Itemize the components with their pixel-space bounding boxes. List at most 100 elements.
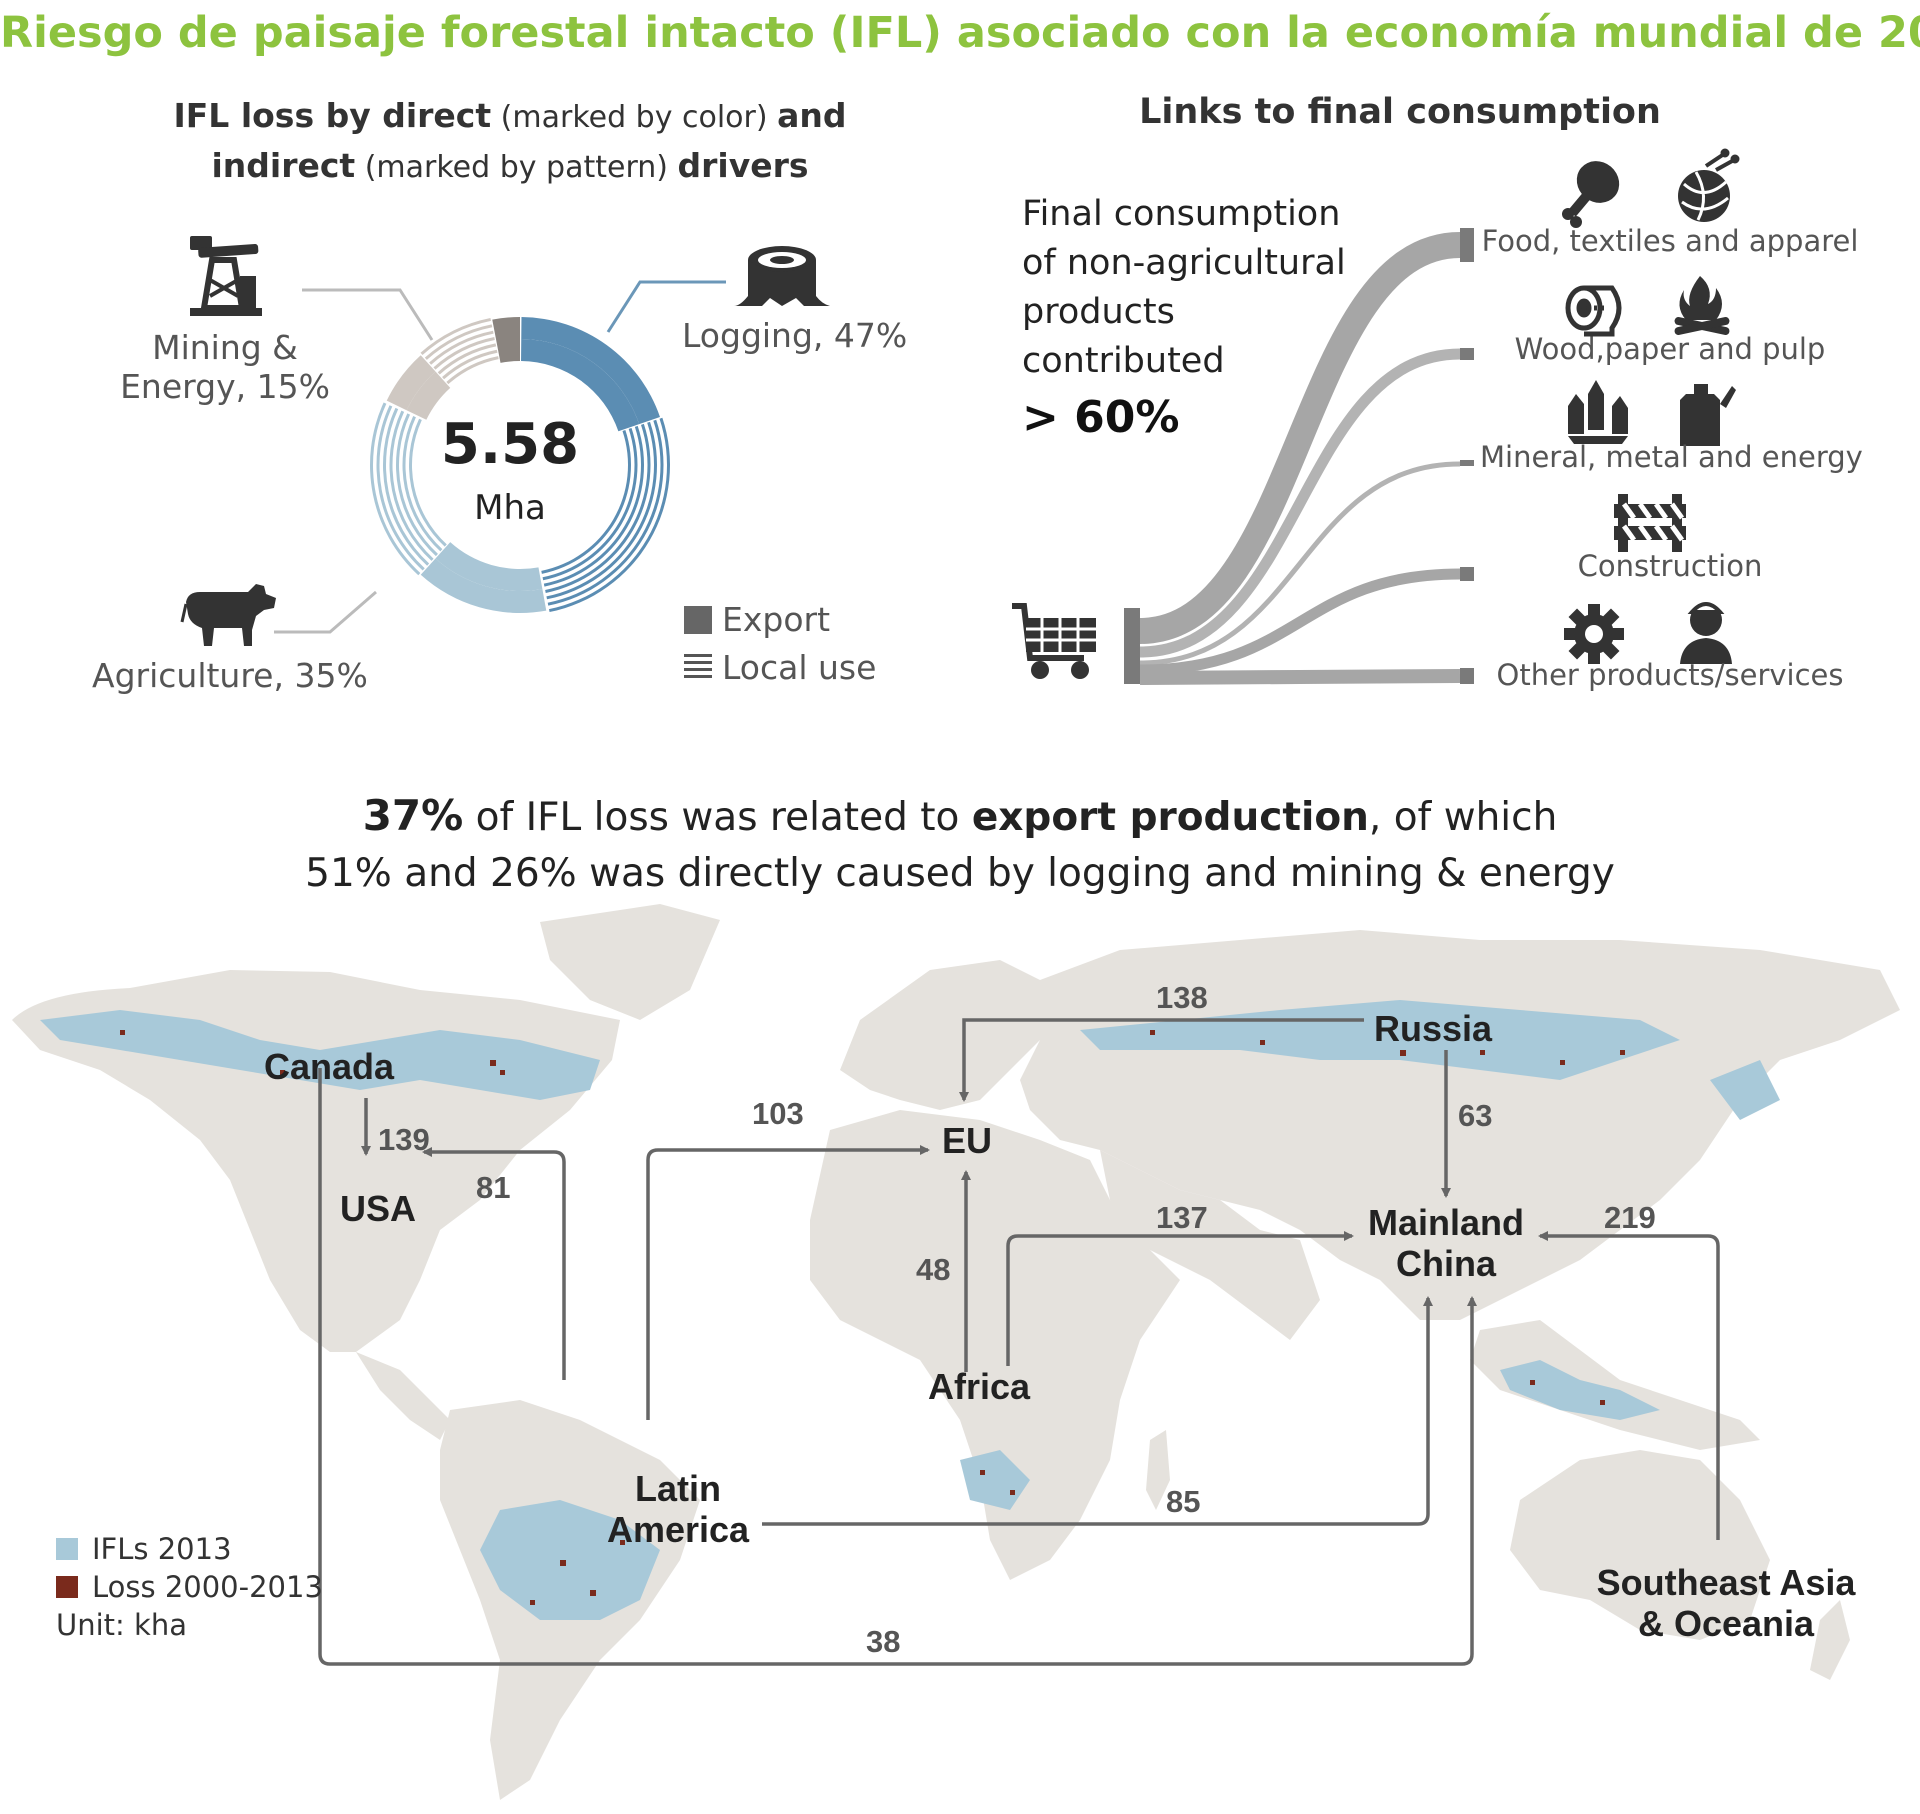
fc-line-1: Final consumption <box>1022 194 1341 234</box>
loss-areas <box>120 1030 1625 1605</box>
target-bar-food <box>1460 228 1474 262</box>
heading-light-2: (marked by pattern) <box>355 150 678 185</box>
arrow-canada-china <box>318 1068 1477 1666</box>
fuel-can-icon <box>1680 384 1736 446</box>
mining-label-line-2: Energy, 15% <box>120 367 330 406</box>
ifl-areas <box>40 1000 1780 1620</box>
slice-mining-energy-export-outer <box>386 355 436 411</box>
category-wood: Wood,paper and pulp <box>1514 332 1826 366</box>
agriculture-label: Agriculture, 35% <box>92 656 368 695</box>
final-consumption-text: Final consumption of non-agricultural pr… <box>1022 190 1362 386</box>
legend-local-use: Local use <box>684 648 876 687</box>
heading-bold-2: and <box>777 96 847 135</box>
fc-line-3: products <box>1022 292 1175 332</box>
arrow-latam-china <box>762 1296 1433 1526</box>
fc-line-4: contributed <box>1022 341 1225 381</box>
slice-mining-energy-local-ring <box>429 330 494 365</box>
flow-wood <box>1139 348 1461 658</box>
legend-export: Export <box>684 600 830 639</box>
mining-leader-line <box>302 288 434 341</box>
heading-bold-4: drivers <box>677 146 809 185</box>
loss-swatch <box>56 1576 78 1598</box>
crystal-icon <box>1568 380 1628 444</box>
heading-light-1: (marked by color) <box>491 100 778 135</box>
slice-mining-energy-local-ring <box>437 343 497 375</box>
sankey-links <box>1012 148 1740 685</box>
slice-mining-energy-local-ring <box>442 349 498 380</box>
tree-stump-icon <box>734 246 830 306</box>
shopping-cart-icon <box>1012 603 1096 679</box>
drumstick-icon <box>1562 161 1620 228</box>
slice-logging-export-outer <box>521 317 660 425</box>
region-latam-line-1: Latin <box>635 1468 721 1509</box>
flow-value-latam-china: 85 <box>1166 1484 1201 1519</box>
mining-label: Mining & Energy, 15% <box>120 328 330 406</box>
region-eu: EU <box>942 1120 993 1161</box>
heading-bold-1: IFL loss by direct <box>173 96 492 135</box>
campfire-icon <box>1674 276 1730 335</box>
region-china-line-1: Mainland <box>1367 1202 1524 1243</box>
barrier-icon <box>1614 494 1686 552</box>
arrow-latam-usa <box>422 1147 566 1380</box>
fc-line-2: of non-agricultural <box>1022 243 1346 283</box>
worker-icon <box>1680 602 1732 664</box>
mining-label-line-1: Mining & <box>152 328 298 367</box>
oil-pump-icon <box>190 236 262 316</box>
logging-leader-line <box>606 280 726 333</box>
flow-value-africa-china: 137 <box>1156 1200 1208 1235</box>
final-consumption-percent: > 60% <box>1022 392 1180 443</box>
gear-icon <box>1564 604 1624 664</box>
arrow-russia-eu <box>959 1018 1364 1102</box>
arrow-latam-eu <box>646 1145 930 1420</box>
export-swatch <box>684 605 712 634</box>
flow-value-latam-eu: 103 <box>752 1096 804 1131</box>
legend-loss-label: Loss 2000-2013 <box>92 1570 323 1604</box>
target-bar-construction <box>1460 567 1474 581</box>
category-food: Food, textiles and apparel <box>1481 224 1859 258</box>
arrow-sea-china <box>1538 1231 1720 1540</box>
slice-mining-energy-local-ring <box>420 317 492 355</box>
cow-icon <box>180 584 276 646</box>
export-headline: 37% of IFL loss was related to export pr… <box>0 788 1920 902</box>
category-construction: Construction <box>1577 549 1763 583</box>
flow-value-africa-eu: 48 <box>916 1252 951 1287</box>
region-china-line-2: China <box>1395 1243 1496 1284</box>
region-usa: USA <box>340 1188 417 1229</box>
category-other: Other products/services <box>1496 658 1844 692</box>
flow-construction <box>1139 568 1461 676</box>
slice-remainder <box>492 317 520 363</box>
flow-value-latam-usa: 81 <box>476 1170 511 1205</box>
source-bar <box>1124 608 1140 684</box>
flow-value-russia-eu: 138 <box>1156 980 1208 1015</box>
target-bar-wood <box>1460 348 1474 360</box>
region-canada: Canada <box>264 1046 395 1087</box>
region-sea-line-1: Southeast Asia <box>1596 1562 1856 1603</box>
slice-mining-energy-local-ring <box>424 324 493 360</box>
region-africa: Africa <box>928 1366 1031 1407</box>
slice-logging-export <box>521 339 640 432</box>
local-use-swatch <box>684 653 712 682</box>
slice-mining-energy-export <box>406 371 451 420</box>
region-china: Mainland China <box>1356 1202 1536 1284</box>
yarn-ball-icon <box>1678 148 1740 222</box>
agriculture-leader-line <box>274 590 377 634</box>
heading-bold-3: indirect <box>211 146 356 185</box>
slice-agriculture-export <box>435 542 543 591</box>
flow-food <box>1139 232 1461 644</box>
flow-arrows <box>318 1018 1720 1666</box>
page-title: Riesgo de paisaje forestal intacto (IFL)… <box>0 8 1920 58</box>
logging-label: Logging, 47% <box>682 316 908 355</box>
legend-export-label: Export <box>722 600 831 639</box>
donut-heading: IFL loss by direct (marked by color) and… <box>150 92 870 192</box>
legend-loss: Loss 2000-2013 <box>56 1570 323 1604</box>
legend-unit: Unit: kha <box>56 1608 187 1642</box>
region-sea-line-2: & Oceania <box>1637 1603 1815 1644</box>
legend-ifl: IFLs 2013 <box>56 1532 232 1566</box>
slice-mining-energy-local-ring <box>446 356 499 385</box>
headline-part1: of IFL loss was related to <box>463 795 972 840</box>
links-heading: Links to final consumption <box>1139 92 1661 132</box>
flow-mineral <box>1139 461 1461 666</box>
total-value: 5.58 <box>440 412 580 477</box>
flow-value-sea-china: 219 <box>1604 1200 1656 1235</box>
headline-line2: 51% and 26% was directly caused by loggi… <box>305 851 1615 896</box>
